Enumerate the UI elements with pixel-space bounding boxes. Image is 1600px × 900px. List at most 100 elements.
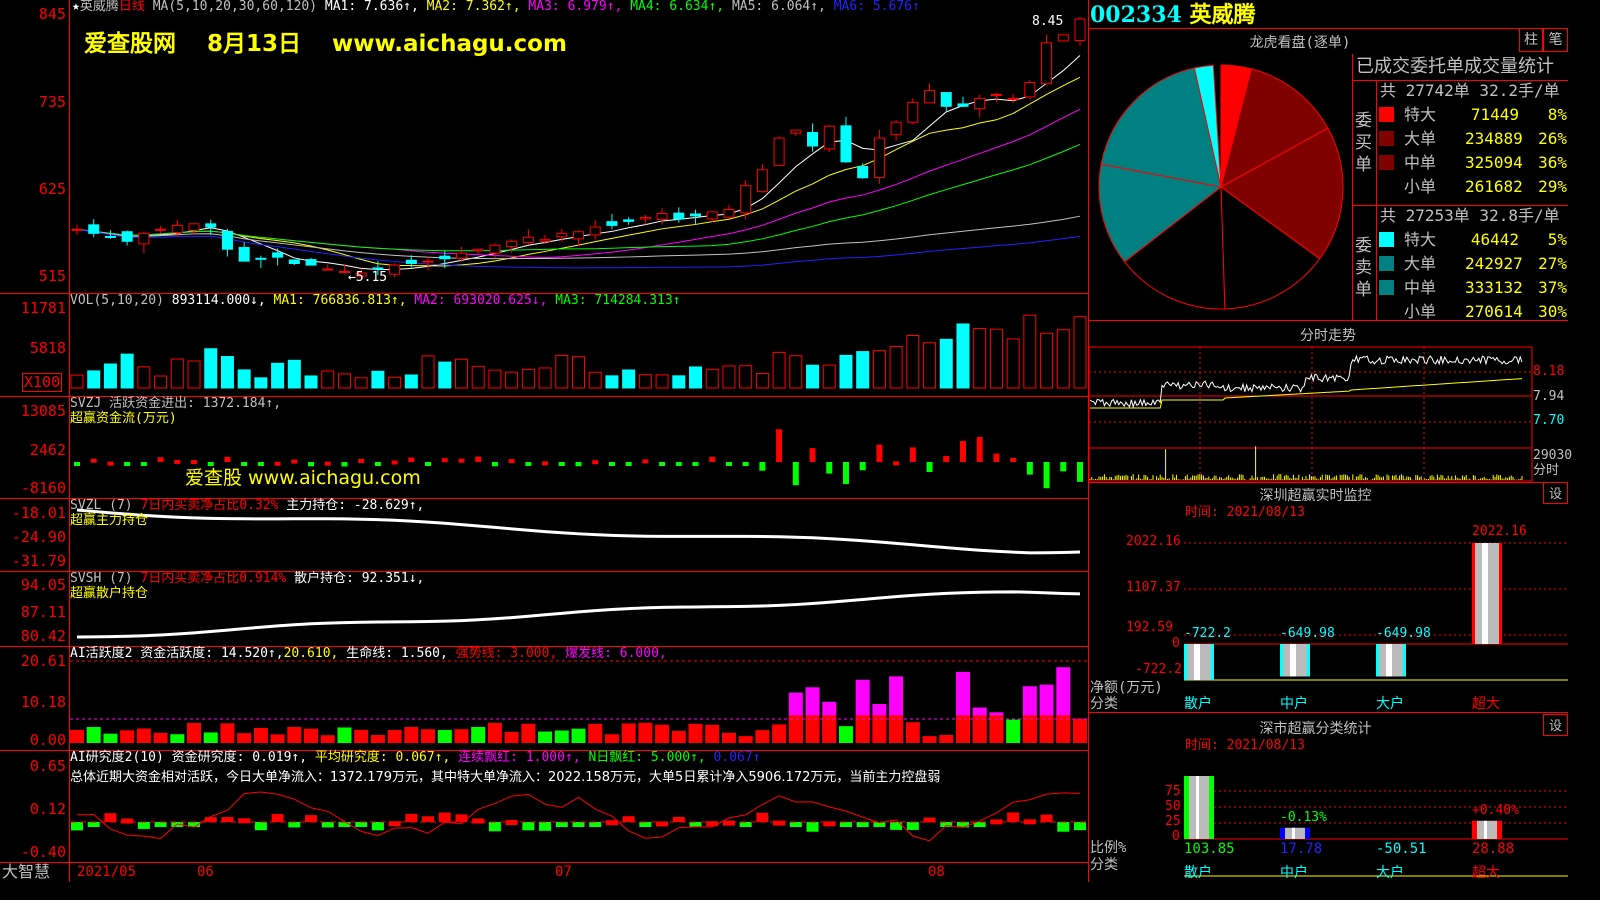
pie-slice — [1123, 186, 1226, 310]
active-bar — [604, 734, 619, 743]
active-bar — [655, 724, 670, 743]
element: -722.2 — [1135, 662, 1182, 677]
vol-unit-button[interactable]: X100 — [22, 373, 63, 392]
volume-bar — [989, 328, 1003, 389]
volume-bar — [438, 361, 452, 389]
active-bar — [454, 729, 469, 743]
candle-body — [907, 101, 919, 123]
price-line — [1089, 354, 1523, 409]
element: MA3: 714284.313↑ — [555, 293, 681, 308]
research-bar — [355, 822, 368, 827]
active-bar-base — [788, 715, 803, 743]
active-bar — [170, 734, 185, 743]
volume-bar — [1023, 314, 1037, 389]
research-bar — [990, 819, 1003, 825]
research-bar — [371, 822, 384, 831]
research-bar — [672, 816, 685, 822]
price-tick: 735 — [38, 93, 66, 111]
research-bar — [1057, 822, 1070, 832]
pie-slice — [1100, 67, 1222, 188]
candle-body — [840, 125, 852, 163]
volume-bar — [404, 374, 418, 389]
active-bar — [504, 731, 519, 743]
element: 7.94 — [1533, 389, 1565, 404]
flow-bar — [959, 441, 966, 462]
legend-swatch — [1379, 131, 1394, 146]
element: 20.610, — [283, 646, 339, 661]
flow-bar — [491, 462, 498, 467]
volume-bar — [588, 371, 602, 389]
volume-bar — [789, 355, 803, 389]
element: -31.79 — [11, 552, 66, 570]
element: 0.12 — [29, 800, 66, 818]
active-bar — [220, 723, 235, 743]
volume-bar — [906, 334, 920, 389]
element: 主力持仓: -28.629↑, — [278, 498, 425, 513]
element: 散户持仓: 92.351↓, — [286, 571, 425, 586]
vol-tick: 11781 — [20, 299, 66, 317]
order-volume: 333132 — [1465, 278, 1523, 297]
stats-bar-value: 28.88 — [1472, 841, 1515, 857]
volume-bar — [505, 371, 519, 389]
element: 分时 — [1533, 463, 1560, 478]
flow-bar — [1043, 462, 1050, 489]
candle-body — [71, 228, 83, 231]
element: 002334 — [1090, 2, 1182, 28]
pie-slice — [1220, 127, 1344, 260]
research-bar — [656, 821, 669, 827]
divider — [0, 571, 1088, 572]
volume-bar — [889, 346, 903, 389]
stats-settings-button[interactable]: 设 — [1543, 714, 1568, 736]
svzj-sub: 超赢资金流(万元) — [70, 411, 177, 426]
volume-bar — [1073, 316, 1087, 389]
flow-bar — [124, 462, 131, 466]
order-pct: 37% — [1538, 278, 1567, 297]
order-pct: 8% — [1547, 105, 1567, 124]
intraday-frame — [1088, 346, 1533, 482]
element: MA1: — [324, 0, 365, 14]
active-bar — [638, 722, 653, 743]
candle-body — [990, 93, 1002, 96]
element: 87.11 — [20, 603, 66, 621]
flow-bar — [341, 462, 348, 467]
candle-body — [305, 259, 317, 266]
active-bar — [671, 730, 686, 743]
stats-bar-highlight — [1484, 820, 1487, 839]
volume-bar — [822, 364, 836, 389]
active-bar — [554, 730, 569, 743]
brand-logo: 大智慧 — [2, 862, 51, 881]
active-bar-base — [972, 715, 987, 743]
research-bar — [605, 820, 618, 826]
research-bar — [154, 822, 167, 827]
candle-body — [723, 209, 735, 218]
order-pct: 5% — [1547, 230, 1567, 249]
flow-bar — [308, 462, 315, 467]
volume-bar — [638, 374, 652, 389]
period-label[interactable]: 日线 — [118, 0, 145, 14]
stats-category: 超大 — [1472, 865, 1500, 881]
element: N日飘红: 5.000↑, — [580, 750, 706, 765]
active-bar-base — [955, 715, 970, 743]
order-pct: 36% — [1538, 153, 1567, 172]
flow-bar — [324, 461, 331, 466]
candle-body — [823, 125, 835, 150]
research-bar — [622, 816, 635, 822]
tick-view-button[interactable]: 笔 — [1543, 28, 1568, 52]
monitor-bar-highlight — [1386, 644, 1392, 677]
active-bar-base — [989, 715, 1004, 743]
candle-body — [1007, 97, 1019, 100]
volume-bar — [1056, 329, 1070, 389]
element: -18.01 — [11, 504, 66, 522]
volume-bar — [187, 360, 201, 389]
active-bar — [521, 723, 536, 743]
candle-body — [205, 223, 217, 228]
volume-bar — [622, 369, 636, 389]
element: 06 — [197, 864, 214, 880]
monitor-settings-button[interactable]: 设 — [1543, 482, 1568, 504]
element: 893114.000↓, — [171, 293, 266, 308]
bar-view-button[interactable]: 柱 — [1519, 28, 1543, 52]
research-bar — [188, 822, 201, 827]
order-type: 大单 — [1404, 254, 1437, 273]
active-bar — [571, 728, 586, 743]
flow-bar — [675, 462, 682, 466]
